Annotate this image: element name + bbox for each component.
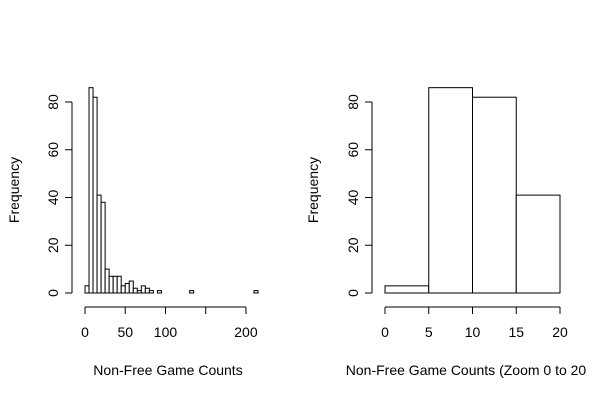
histogram-bar: [472, 96, 517, 294]
x-tick-label: 10: [465, 324, 481, 340]
histogram-bar: [253, 290, 259, 294]
histogram-bars: [384, 87, 561, 294]
x-tick-label: 20: [552, 324, 568, 340]
histogram-bar: [128, 280, 134, 294]
y-tick-label: 0: [345, 289, 361, 297]
y-tick-label: 20: [345, 237, 361, 253]
y-tick-label: 20: [45, 237, 61, 253]
histogram-bar: [515, 194, 561, 294]
x-tick-label: 100: [154, 324, 178, 340]
histogram-bar: [124, 282, 130, 294]
x-tick-label: 15: [508, 324, 524, 340]
histogram-bar: [136, 290, 142, 294]
y-tick-label: 60: [345, 142, 361, 158]
histogram-bar: [92, 96, 98, 294]
histogram-bar: [84, 285, 90, 294]
x-axis: 0 5 10 15 20: [381, 306, 568, 340]
x-tick-label: 5: [425, 324, 433, 340]
y-tick-label: 80: [345, 94, 361, 110]
x-tick-label: 0: [81, 324, 89, 340]
y-axis-label: Frequency: [305, 157, 321, 223]
x-tick-label: 50: [117, 324, 133, 340]
histogram-panel-full: 0 20 40 60 80 0 50 100 200 Frequency Non-Free G…: [6, 87, 259, 378]
histogram-bar: [96, 194, 102, 294]
histogram-panel-zoom: 0 20 40 60 80 0 5 10 15 20 Frequency Non-Free Ga…: [305, 87, 587, 378]
y-tick-label: 60: [45, 142, 61, 158]
histogram-bar: [88, 87, 94, 294]
histogram-bars: [84, 87, 259, 294]
y-tick-label: 40: [45, 190, 61, 206]
y-tick-label: 40: [345, 190, 361, 206]
y-axis: 0 20 40 60 80: [345, 94, 373, 297]
histogram-bar: [108, 275, 114, 294]
histogram-bar: [140, 285, 146, 294]
histogram-bar: [144, 287, 150, 294]
histogram-bar: [104, 268, 110, 294]
histogram-bar: [148, 290, 154, 294]
histogram-bar: [132, 287, 138, 294]
histogram-bar: [100, 201, 106, 294]
histogram-bar: [428, 87, 473, 294]
y-tick-label: 80: [45, 94, 61, 110]
y-tick-label: 0: [45, 289, 61, 297]
x-tick-label: 200: [234, 324, 258, 340]
histogram-bar: [116, 275, 122, 294]
histogram-bar: [156, 290, 162, 294]
histogram-bar: [120, 285, 126, 294]
x-axis-label: Non-Free Game Counts (Zoom 0 to 20: [346, 362, 587, 378]
y-axis: 0 20 40 60 80: [45, 94, 73, 297]
x-tick-label: 0: [381, 324, 389, 340]
x-axis: 0 50 100 200: [81, 306, 258, 340]
histogram-bar: [189, 290, 195, 294]
x-axis-label: Non-Free Game Counts: [93, 362, 242, 378]
y-axis-label: Frequency: [6, 157, 22, 223]
histogram-bar: [384, 285, 430, 294]
histogram-bar: [112, 275, 118, 294]
